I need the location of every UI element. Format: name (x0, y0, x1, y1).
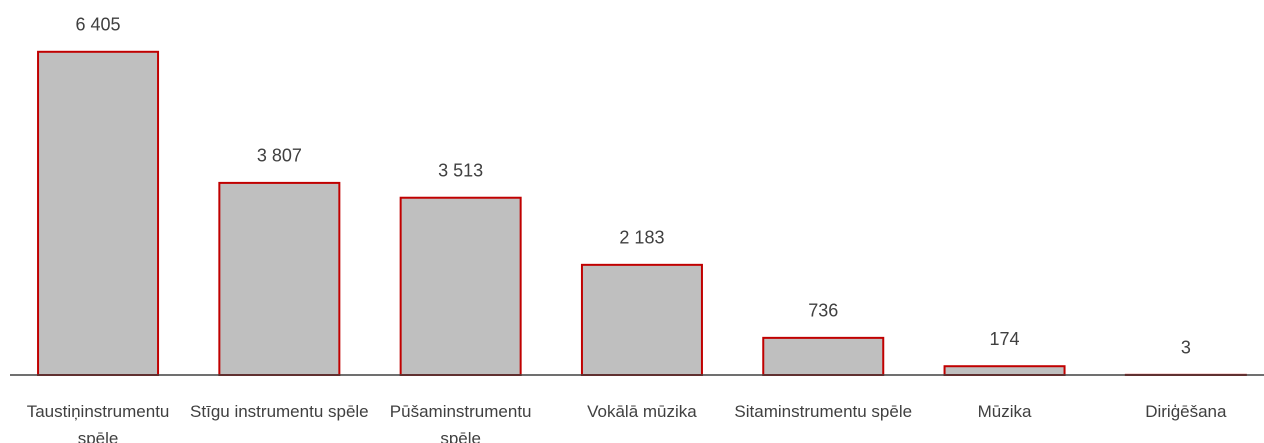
bar (399, 196, 522, 376)
data-label: 6 405 (76, 15, 121, 35)
x-tick-label: Pūšaminstrumentu spēle (389, 402, 532, 443)
bar (580, 263, 703, 377)
x-tick-label: Taustiņinstrumentu spēle (26, 402, 170, 443)
bar (37, 50, 160, 376)
x-tick-label: Diriģēšana (1145, 402, 1227, 421)
data-label: 3 (1181, 338, 1191, 358)
bar (762, 336, 885, 377)
data-label: 3 807 (257, 146, 302, 166)
data-label: 3 513 (438, 160, 483, 180)
bar (218, 181, 341, 376)
x-tick-label: Mūzika (977, 402, 1032, 421)
data-label: 2 183 (619, 228, 664, 248)
bar (943, 365, 1066, 377)
x-tick-label: Vokālā mūzika (587, 402, 697, 421)
x-tick-label: Stīgu instrumentu spēle (190, 402, 369, 421)
x-tick-label: Sitaminstrumentu spēle (734, 402, 913, 421)
data-label: 174 (990, 329, 1020, 349)
data-label: 736 (808, 301, 838, 321)
